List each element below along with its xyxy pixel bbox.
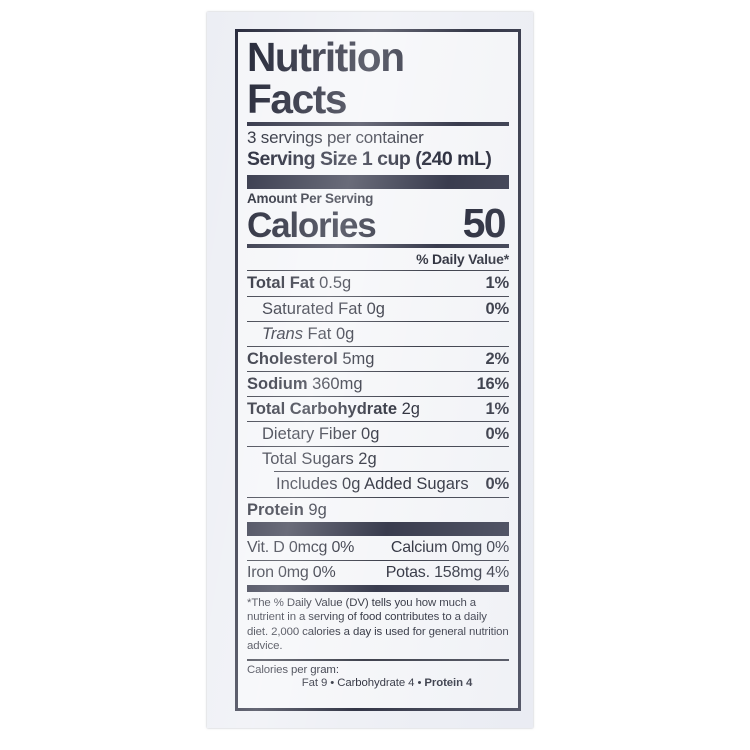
- cpg-fat: Fat 9: [301, 677, 328, 689]
- nutrient-divider: [247, 295, 509, 297]
- amount-per-serving-label: Amount Per Serving: [247, 190, 374, 206]
- nutrient-divider: [247, 320, 509, 322]
- nutrient-list: Total Fat 0.5g 1% Saturated Fat 0g 0% Trans …: [247, 270, 509, 521]
- nutrient-name-text: Total Carbohydrate: [247, 400, 398, 418]
- micronutrient-left: Vit. D 0mcg 0%: [247, 538, 355, 556]
- nutrient-divider: [247, 370, 509, 372]
- cpg-protein: Protein 4: [424, 677, 473, 689]
- nutrient-row: Total Carbohydrate 2g 1%: [247, 397, 509, 421]
- nutrient-name-text: Saturated Fat: [262, 299, 362, 318]
- nutrition-facts-panel: Nutrition Facts 3 servings per container…: [235, 29, 521, 711]
- micronutrient-left: Iron 0mg 0%: [247, 563, 336, 581]
- nutrient-name: Sodium 360mg: [247, 374, 363, 394]
- calories-row: Calories 50: [247, 199, 509, 246]
- nutrient-row: Includes 0g Added Sugars 0%: [247, 472, 509, 496]
- nutrient-name-text: Cholesterol: [247, 349, 338, 368]
- nutrient-name: Dietary Fiber 0g: [262, 424, 379, 444]
- nutrient-amount: 2g: [397, 400, 420, 418]
- cpg-carbohydrate: Carbohydrate 4: [337, 677, 415, 689]
- micronutrient-divider: [247, 559, 509, 561]
- nutrient-row: Protein 9g: [247, 498, 509, 522]
- nutrient-daily-value: 0%: [485, 475, 510, 494]
- nutrient-amount: 5mg: [337, 349, 375, 368]
- nutrient-daily-value: 1%: [485, 400, 510, 418]
- nutrient-name: Total Fat 0.5g: [247, 273, 351, 293]
- divider-under-calories: [247, 244, 509, 249]
- micronutrient-right: Calcium 0mg 0%: [390, 538, 509, 556]
- nutrient-name: Cholesterol 5mg: [247, 349, 374, 369]
- nutrient-row: Dietary Fiber 0g 0%: [247, 422, 509, 446]
- calories-value: 50: [462, 199, 507, 246]
- calories-label: Calories: [247, 205, 377, 245]
- nutrient-divider: [247, 270, 509, 272]
- nutrient-amount: 2g: [353, 450, 377, 469]
- nutrient-name-text: Trans: [262, 324, 303, 343]
- divider-under-title: [247, 121, 509, 126]
- nutrient-name-text: Protein: [247, 500, 304, 519]
- calories-per-gram-values: Fat 9 • Carbohydrate 4 • Protein 4: [247, 676, 509, 689]
- daily-value-header: % Daily Value*: [416, 251, 509, 268]
- calories-per-gram-title: Calories per gram:: [247, 664, 339, 676]
- nutrient-daily-value: 0%: [485, 425, 510, 444]
- nutrient-name: Includes 0g Added Sugars: [276, 474, 469, 494]
- nutrient-divider: [247, 345, 509, 347]
- nutrient-amount: 9g: [303, 500, 327, 519]
- nutrient-name-text: Includes 0g Added Sugars: [276, 475, 469, 494]
- cpg-sep-1: •: [330, 677, 335, 689]
- daily-value-footnote: *The % Daily Value (DV) tells you how mu…: [247, 596, 509, 653]
- nutrient-divider: [247, 396, 509, 397]
- nutrient-row: Total Sugars 2g: [247, 447, 509, 471]
- micronutrient-row: Iron 0mg 0% Potas. 158mg 4%: [247, 561, 509, 585]
- nutrient-amount: 0g: [361, 299, 385, 318]
- nutrient-row: Sodium 360mg 16%: [247, 372, 509, 396]
- nutrient-divider: [247, 446, 509, 448]
- nutrient-name: Trans Fat 0g: [262, 324, 354, 344]
- nutrient-daily-value: 2%: [485, 349, 510, 368]
- micronutrient-row: Vit. D 0mcg 0% Calcium 0mg 0%: [247, 536, 509, 560]
- product-label-card: Nutrition Facts 3 servings per container…: [207, 12, 533, 728]
- nutrient-divider-indented: [274, 471, 509, 473]
- page-title: Nutrition Facts: [247, 34, 405, 122]
- nutrient-amount: Fat 0g: [302, 324, 355, 343]
- nutrient-amount: 360mg: [307, 374, 363, 393]
- nutrient-name: Protein 9g: [247, 500, 327, 520]
- nutrient-name: Total Sugars 2g: [262, 449, 377, 469]
- nutrient-daily-value: 16%: [476, 374, 510, 393]
- nutrient-row: Trans Fat 0g: [247, 322, 509, 346]
- nutrient-name-text: Total Fat: [247, 274, 315, 293]
- nutrient-name-text: Total Sugars: [262, 450, 354, 469]
- nutrient-row: Cholesterol 5mg 2%: [247, 347, 509, 371]
- nutrient-amount: 0.5g: [314, 274, 352, 293]
- nutrient-amount: 0g: [356, 425, 380, 444]
- divider-above-footnote: [247, 584, 509, 592]
- nutrient-name: Saturated Fat 0g: [262, 299, 385, 319]
- micronutrient-list: Vit. D 0mcg 0% Calcium 0mg 0% Iron 0mg 0% P…: [247, 536, 509, 585]
- micronutrient-right: Potas. 158mg 4%: [385, 563, 510, 581]
- nutrient-daily-value: 0%: [485, 299, 510, 318]
- nutrient-row: Total Fat 0.5g 1%: [247, 271, 509, 295]
- cpg-sep-2: •: [417, 677, 422, 689]
- nutrient-row: Saturated Fat 0g 0%: [247, 297, 509, 321]
- nutrient-name-text: Sodium: [247, 374, 308, 393]
- divider-thick-micronutrients: [247, 521, 509, 536]
- servings-per-container: 3 servings per container: [247, 127, 424, 147]
- nutrient-divider: [247, 496, 509, 498]
- nutrient-name: Total Carbohydrate 2g: [247, 399, 420, 419]
- nutrient-name-text: Dietary Fiber: [262, 425, 357, 444]
- serving-size: Serving Size 1 cup (240 mL): [247, 147, 492, 170]
- nutrient-daily-value: 1%: [485, 274, 510, 293]
- divider-thick-top: [247, 174, 509, 189]
- nutrient-divider: [247, 421, 509, 423]
- divider-above-calories-per-gram: [247, 659, 509, 661]
